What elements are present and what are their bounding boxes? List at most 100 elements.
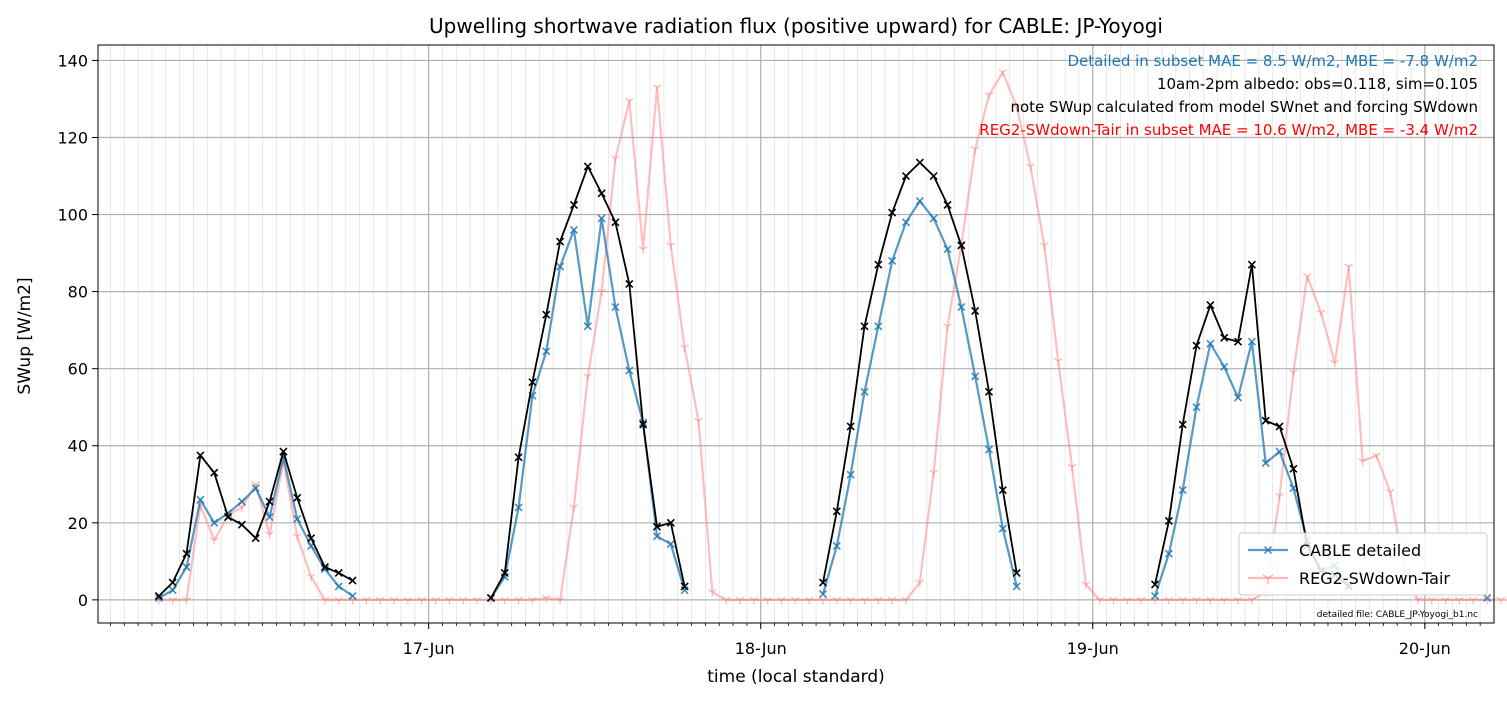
data-point-reg2-swdown-tair (998, 68, 1008, 77)
data-point-cable-detailed (901, 218, 911, 227)
data-point-cable-detailed (556, 262, 565, 271)
data-point-reg2-swdown-tair (611, 155, 620, 164)
data-point-observed (1220, 333, 1229, 342)
y-tick-label: 40 (68, 437, 88, 456)
data-point-reg2-swdown-tair (375, 596, 385, 605)
x-axis-label: time (local standard) (707, 667, 885, 687)
data-point-reg2-swdown-tair (1289, 369, 1298, 378)
data-point-observed (639, 420, 648, 429)
data-point-observed (307, 534, 316, 543)
data-point-cable-detailed (154, 593, 163, 603)
data-point-cable-detailed (998, 524, 1007, 533)
data-point-observed (569, 200, 579, 209)
data-point-observed (666, 518, 675, 527)
annotation-note: note SWup calculated from model SWnet an… (1010, 98, 1478, 116)
data-point-reg2-swdown-tair (1040, 242, 1049, 250)
data-point-observed (486, 593, 495, 603)
data-point-reg2-swdown-tair (528, 596, 537, 605)
data-point-reg2-swdown-tair (735, 596, 745, 605)
data-point-cable-detailed (168, 586, 177, 595)
annotation-reg2-error: REG2-SWdown-Tair in subset MAE = 10.6 W/… (979, 121, 1478, 139)
data-point-reg2-swdown-tair (624, 97, 634, 106)
data-point-cable-detailed (957, 302, 966, 312)
data-point-reg2-swdown-tair (306, 573, 316, 582)
data-point-reg2-swdown-tair (915, 579, 925, 588)
data-point-reg2-swdown-tair (901, 596, 911, 605)
y-tick-label: 0 (78, 591, 88, 610)
data-point-reg2-swdown-tair (541, 594, 551, 603)
data-point-observed (1150, 580, 1160, 589)
data-point-observed (348, 576, 357, 585)
data-point-observed (320, 563, 329, 572)
data-point-reg2-swdown-tair (1344, 263, 1354, 272)
x-tick-label: 19-Jun (1067, 639, 1119, 658)
data-point-cable-detailed (846, 470, 855, 479)
data-point-observed (943, 200, 952, 209)
data-point-reg2-swdown-tair (707, 589, 717, 597)
data-point-reg2-swdown-tair (555, 596, 565, 605)
chart-title: Upwelling shortwave radiation flux (posi… (429, 14, 1163, 38)
data-point-reg2-swdown-tair (1081, 581, 1091, 589)
data-point-reg2-swdown-tair (431, 596, 440, 605)
data-point-reg2-swdown-tair (1219, 596, 1229, 605)
legend: CABLE detailed REG2-SWdown-Tair (1238, 532, 1488, 596)
data-point-cable-detailed (569, 225, 579, 235)
data-point-reg2-swdown-tair (887, 596, 897, 605)
data-point-cable-detailed (1220, 362, 1229, 371)
data-point-reg2-swdown-tair (749, 596, 759, 605)
data-point-reg2-swdown-tair (1164, 596, 1174, 605)
data-point-observed (196, 451, 205, 460)
series-line-reg2-swdown-tair (158, 70, 1507, 602)
data-point-reg2-swdown-tair (1136, 596, 1146, 605)
data-point-cable-detailed (943, 245, 952, 254)
data-point-reg2-swdown-tair (403, 596, 413, 605)
data-point-observed (1261, 416, 1270, 425)
data-point-observed (223, 512, 233, 522)
data-point-observed (680, 582, 689, 591)
data-point-reg2-swdown-tair (362, 596, 371, 605)
data-point-reg2-swdown-tair (445, 596, 454, 605)
data-point-observed (182, 549, 191, 558)
data-point-reg2-swdown-tair (860, 596, 869, 605)
data-point-observed (611, 218, 620, 227)
data-point-observed (251, 534, 260, 543)
y-axis-label: SWup [W/m2] (15, 277, 35, 394)
data-point-cable-detailed (611, 302, 620, 312)
data-point-reg2-swdown-tair (1053, 357, 1063, 366)
data-point-cable-detailed (196, 495, 205, 504)
data-point-observed (210, 468, 219, 477)
data-point-observed (514, 453, 523, 462)
legend-marker-cable (1263, 545, 1273, 555)
data-point-cable-detailed (666, 539, 675, 549)
data-point-reg2-swdown-tair (1468, 596, 1478, 605)
data-point-reg2-swdown-tair (320, 596, 330, 605)
y-tick-label: 80 (68, 283, 88, 302)
data-point-reg2-swdown-tair (500, 596, 510, 605)
y-tick-label: 60 (68, 360, 88, 379)
data-point-observed (625, 279, 634, 288)
data-point-observed (597, 189, 606, 198)
data-point-cable-detailed (542, 347, 551, 356)
data-point-observed (818, 578, 828, 587)
data-point-cable-detailed (597, 214, 606, 223)
data-point-observed (1012, 568, 1021, 577)
data-point-reg2-swdown-tair (874, 596, 883, 605)
data-point-reg2-swdown-tair (1178, 596, 1188, 605)
data-point-cable-detailed (514, 503, 523, 512)
data-point-reg2-swdown-tair (1496, 596, 1506, 605)
annotation-albedo: 10am-2pm albedo: obs=0.118, sim=0.105 (1157, 75, 1478, 93)
data-point-observed (901, 171, 911, 181)
data-point-cable-detailed (1261, 459, 1270, 468)
data-point-cable-detailed (625, 366, 634, 375)
legend-label-reg2: REG2-SWdown-Tair (1299, 569, 1450, 588)
data-point-reg2-swdown-tair (1441, 596, 1450, 605)
data-point-cable-detailed (1233, 393, 1243, 402)
data-point-observed (984, 387, 994, 396)
data-point-cable-detailed (210, 518, 219, 527)
data-point-reg2-swdown-tair (1427, 596, 1437, 605)
annotation-detailed-error: Detailed in subset MAE = 8.5 W/m2, MBE =… (1067, 52, 1478, 70)
data-point-reg2-swdown-tair (1275, 492, 1284, 501)
data-point-cable-detailed (984, 445, 994, 454)
data-point-cable-detailed (265, 512, 274, 522)
data-point-reg2-swdown-tair (1385, 488, 1395, 497)
